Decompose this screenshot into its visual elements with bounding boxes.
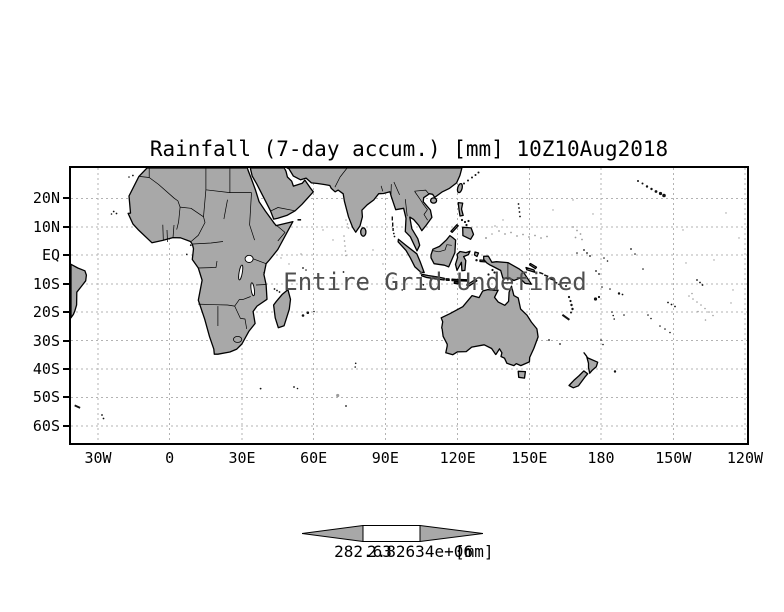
y-tick-mark: [63, 254, 70, 257]
grid-undefined-watermark: Entire Grid Undefined: [283, 268, 587, 296]
y-tick-label: 10N: [32, 217, 60, 236]
x-tick-label: 90E: [371, 449, 399, 467]
colorbar-mid-cell: [362, 525, 421, 542]
x-tick-label: 150E: [511, 449, 548, 467]
y-tick-mark: [63, 197, 70, 200]
country-borders: [138, 168, 509, 329]
y-tick-mark: [63, 396, 70, 399]
y-tick-mark: [63, 424, 70, 427]
x-tick-label: 150W: [655, 449, 692, 467]
y-tick-label: 30S: [32, 331, 60, 350]
x-tick-label: 30W: [84, 449, 112, 467]
y-tick-mark: [63, 368, 70, 371]
plot-title: Rainfall (7-day accum.) [mm] 10Z10Aug201…: [149, 137, 669, 161]
y-tick-label: 60S: [32, 416, 60, 435]
lakes: [233, 254, 255, 343]
x-tick-label: 60E: [300, 449, 328, 467]
colorbar-max-label: 2.82634e+06: [367, 542, 473, 561]
y-tick-label: 20N: [32, 189, 60, 208]
map-plot-area: Entire Grid Undefined: [69, 166, 749, 445]
colorbar-right-arrow: [419, 524, 484, 543]
colorbar-unit-label: [mm]: [455, 542, 494, 561]
world-map: [71, 168, 747, 443]
y-tick-mark: [63, 225, 70, 228]
x-tick-label: 180: [587, 449, 615, 467]
landmasses: [71, 168, 599, 409]
y-tick-label: 40S: [32, 360, 60, 379]
x-tick-label: 0: [165, 449, 175, 467]
x-tick-label: 30E: [228, 449, 256, 467]
x-tick-label: 120W: [726, 449, 764, 467]
small-islands: [101, 171, 740, 420]
x-tick-label: 120E: [439, 449, 476, 467]
y-tick-label: EQ: [41, 246, 60, 265]
y-tick-label: 10S: [32, 274, 60, 293]
y-tick-label: 50S: [32, 388, 60, 407]
colorbar-left-arrow: [301, 524, 364, 543]
colorbar: [301, 524, 484, 543]
y-tick-label: 20S: [32, 303, 60, 322]
y-tick-mark: [63, 282, 70, 285]
colorbar-min-label: 282.63: [334, 542, 392, 561]
y-tick-mark: [63, 311, 70, 314]
y-tick-mark: [63, 339, 70, 342]
